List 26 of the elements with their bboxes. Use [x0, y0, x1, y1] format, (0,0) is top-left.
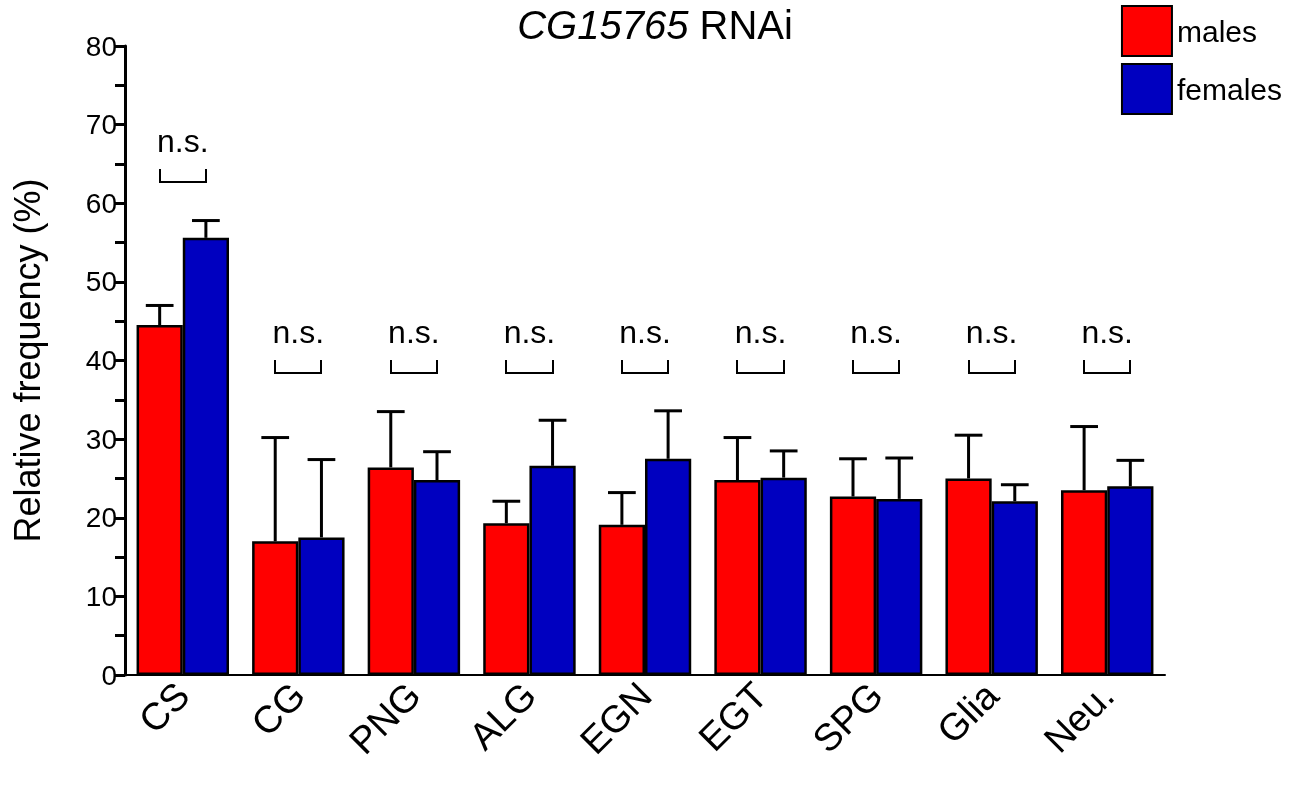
x-tick-label: Glia	[929, 673, 1008, 752]
annotation: n.s.	[388, 313, 440, 351]
annotation: n.s.	[850, 313, 902, 351]
x-tick-label: Neu.	[1035, 674, 1123, 761]
annotation: n.s.	[734, 313, 787, 351]
y-tick-label: 10	[85, 580, 117, 612]
annotation: n.s.	[619, 313, 671, 351]
y-tick-label: 0	[101, 659, 117, 691]
annotation: n.s.	[503, 313, 556, 351]
y-tick-label: 70	[85, 109, 117, 141]
annotation: n.s.	[1081, 313, 1134, 351]
annotation: n.s.	[156, 123, 209, 161]
y-tick-label: 40	[85, 345, 117, 376]
chart-title: CG15765 RNAi	[517, 3, 793, 47]
annotation: n.s.	[965, 313, 1018, 351]
x-tick-label: CG	[243, 674, 314, 745]
legend-label: females	[1176, 72, 1282, 106]
y-tick-label: 30	[85, 423, 117, 455]
y-tick-label: 60	[85, 187, 117, 219]
y-tick-label: 80	[85, 30, 117, 62]
legend-label: males	[1176, 14, 1257, 48]
y-axis-title: Relative frequency (%)	[6, 178, 48, 543]
annotation: n.s.	[272, 313, 325, 351]
y-tick-label: 20	[85, 502, 117, 534]
y-tick-label: 50	[85, 266, 117, 298]
x-tick-label: CS	[130, 674, 198, 742]
